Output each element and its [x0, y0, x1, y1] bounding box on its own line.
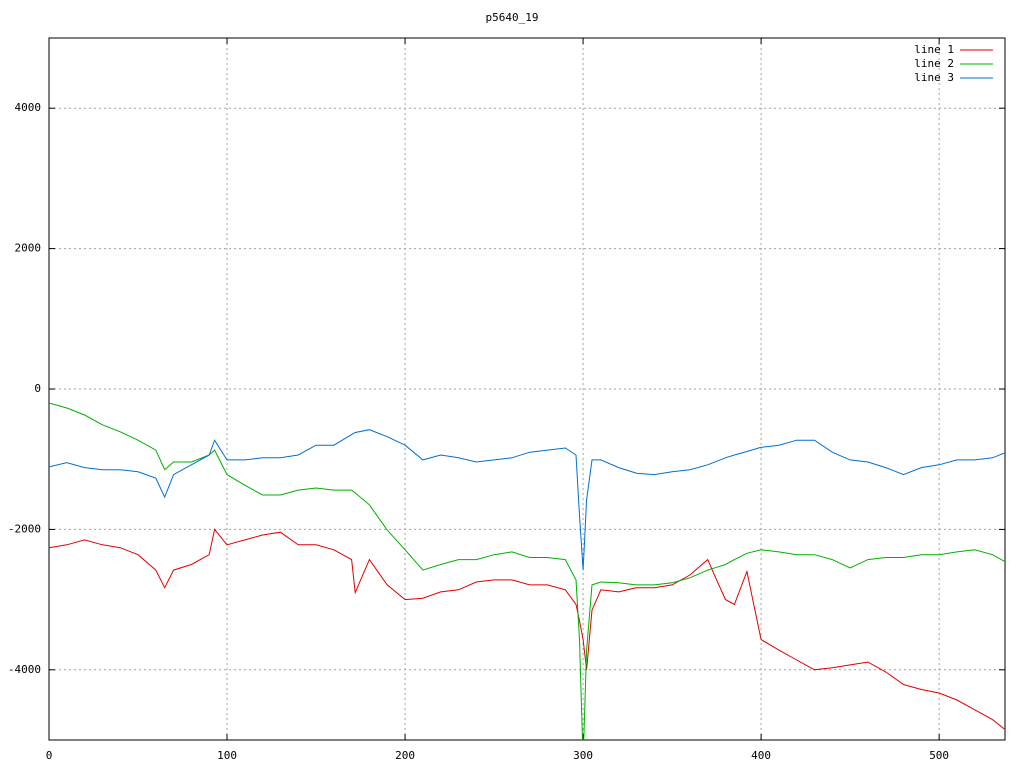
plot-frame — [48, 37, 1006, 741]
x-tick-label: 0 — [46, 749, 53, 762]
y-tick-label: 0 — [34, 382, 41, 395]
y-tick-label: 2000 — [15, 242, 42, 255]
chart-title: p5640_19 — [486, 11, 539, 24]
legend-label: line 3 — [914, 71, 954, 84]
x-tick-label: 100 — [217, 749, 237, 762]
x-tick-label: 400 — [751, 749, 771, 762]
x-tick-label: 200 — [395, 749, 415, 762]
legend-label: line 1 — [914, 43, 954, 56]
plot-area — [49, 402, 1005, 740]
line-series — [49, 528, 1005, 730]
y-tick-label: -2000 — [8, 522, 41, 535]
y-tick-label: -4000 — [8, 663, 41, 676]
legend-label: line 2 — [914, 57, 954, 70]
x-tick-label: 500 — [929, 749, 949, 762]
x-tick-label: 300 — [573, 749, 593, 762]
line-series — [49, 429, 1005, 571]
line-series — [49, 402, 1005, 740]
y-tick-label: 4000 — [15, 101, 42, 114]
